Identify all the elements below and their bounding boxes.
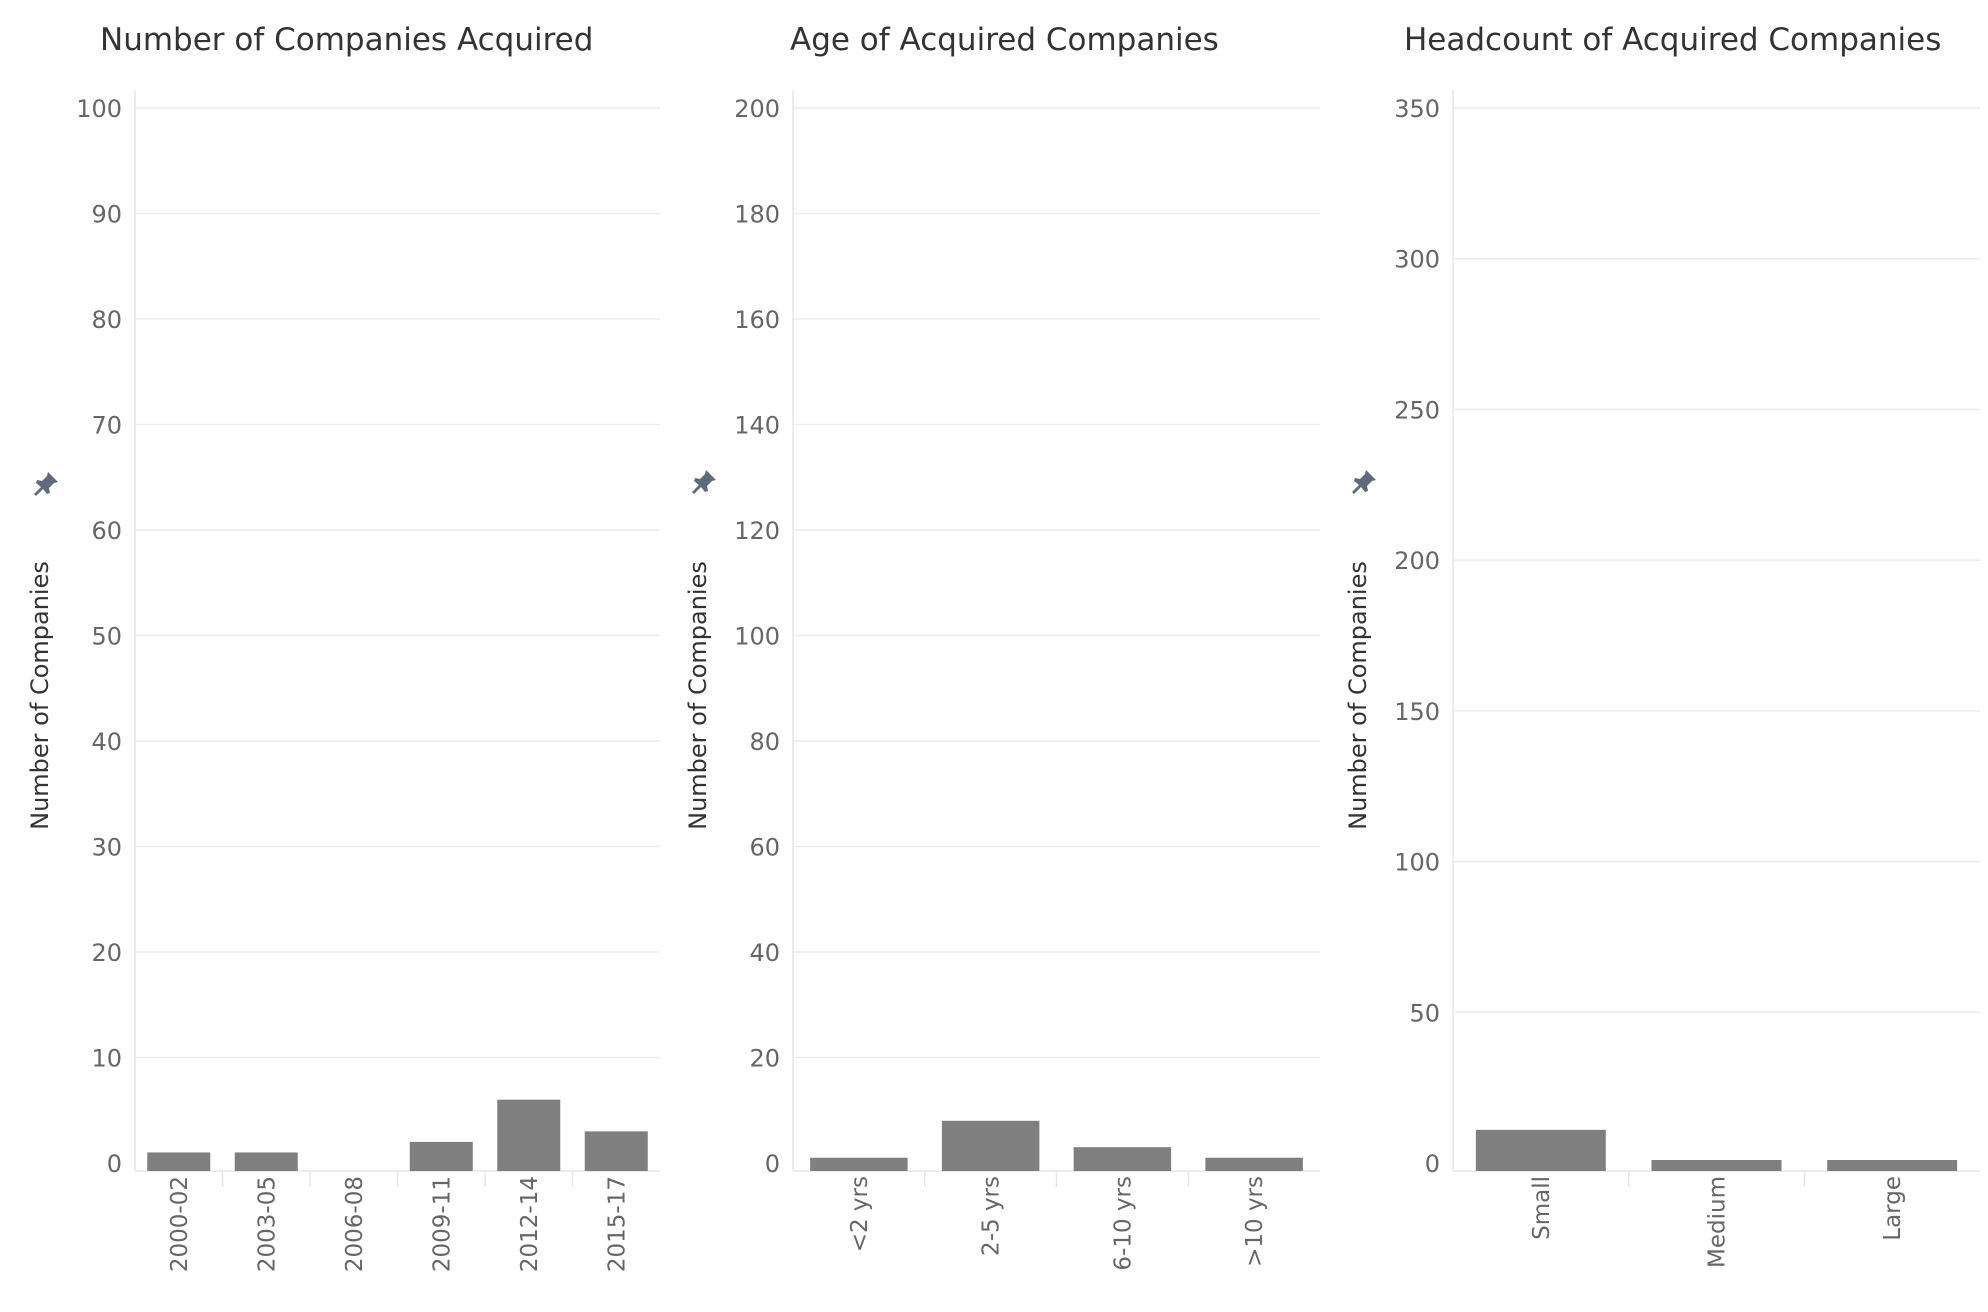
bar (1073, 1147, 1172, 1171)
y-tick-label: 200 (734, 95, 780, 123)
y-tick-label: 250 (1394, 396, 1440, 424)
bar (409, 1141, 473, 1171)
y-tick-label: 40 (91, 728, 122, 756)
y-tick-label: 30 (91, 834, 122, 862)
y-tick-label: 80 (749, 728, 780, 756)
x-tick-label: <2 yrs (847, 1176, 873, 1252)
y-tick-label: 180 (734, 201, 780, 229)
x-tick-label: 6-10 yrs (1110, 1176, 1136, 1271)
y-tick-label: 140 (734, 412, 780, 440)
y-tick-label: 150 (1394, 698, 1440, 726)
y-tick-label: 80 (91, 306, 122, 334)
y-tick-label: 70 (91, 412, 122, 440)
y-tick-label: 20 (749, 1045, 780, 1073)
x-tick-label: 2000-02 (167, 1176, 193, 1272)
pin-icon[interactable] (690, 468, 718, 496)
y-tick-label: 50 (91, 623, 122, 651)
x-tick-label: Medium (1705, 1176, 1731, 1268)
x-tick-label: Small (1529, 1176, 1555, 1240)
chart-panel-headcount: Headcount of Acquired Companies 0 50 100 15… (1320, 0, 1988, 1312)
x-tick-label: 2015-17 (604, 1176, 630, 1272)
chart-panel-acquired: Number of Companies Acquired 0 10 20 30 40 50… (0, 0, 670, 1312)
y-tick-label: 50 (1409, 999, 1440, 1027)
bar (1475, 1129, 1606, 1171)
y-tick-label: 100 (76, 95, 122, 123)
y-tick-label: 20 (91, 939, 122, 967)
y-tick-label: 40 (749, 939, 780, 967)
y-tick-label: 100 (734, 623, 780, 651)
x-tick-label: 2-5 yrs (979, 1176, 1005, 1256)
chart-plot: 0 50 100 150 200 250 300 350 Number of Companies… (1344, 90, 1980, 1268)
chart-title: Age of Acquired Companies (790, 22, 1219, 58)
x-tick-label: 2009-11 (429, 1176, 455, 1272)
x-tick-label: 2003-05 (254, 1176, 280, 1272)
chart-panel-age: Age of Acquired Companies 0 20 40 60 80 100 12… (660, 0, 1330, 1312)
y-tick-label: 200 (1394, 547, 1440, 575)
bar (147, 1152, 211, 1171)
x-tick-label: 2006-08 (342, 1176, 368, 1272)
chart-title: Headcount of Acquired Companies (1404, 22, 1942, 58)
y-tick-label: 350 (1394, 95, 1440, 123)
y-axis-title: Number of Companies (1344, 561, 1372, 830)
pin-icon[interactable] (1350, 468, 1378, 496)
y-tick-label: 300 (1394, 246, 1440, 274)
pin-icon[interactable] (32, 470, 60, 498)
y-axis-title: Number of Companies (26, 561, 54, 830)
bar (497, 1099, 561, 1171)
bar (1205, 1157, 1303, 1171)
y-tick-label: 160 (734, 306, 780, 334)
y-tick-label: 0 (1425, 1150, 1440, 1178)
y-tick-label: 60 (91, 517, 122, 545)
bar (810, 1157, 908, 1171)
y-tick-label: 10 (91, 1045, 122, 1073)
x-tick-label: 2012-14 (517, 1176, 543, 1272)
bar (941, 1120, 1040, 1171)
y-tick-label: 100 (1394, 849, 1440, 877)
y-tick-label: 60 (749, 834, 780, 862)
y-tick-label: 90 (91, 201, 122, 229)
bar (1651, 1159, 1782, 1171)
y-axis-title: Number of Companies (684, 561, 712, 830)
y-tick-label: 120 (734, 517, 780, 545)
chart-title: Number of Companies Acquired (100, 22, 594, 58)
chart-plot: 0 20 40 60 80 100 120 140 160 180 200 Number of Com… (684, 90, 1320, 1271)
bar (234, 1152, 298, 1171)
bar (1827, 1159, 1958, 1171)
bar (584, 1131, 648, 1171)
chart-plot: 0 10 20 30 40 50 60 70 80 90 100 Number of Companie… (26, 90, 660, 1272)
x-tick-label: Large (1880, 1176, 1906, 1241)
y-tick-label: 0 (765, 1150, 780, 1178)
y-tick-label: 0 (107, 1150, 122, 1178)
x-tick-label: >10 yrs (1242, 1176, 1268, 1267)
